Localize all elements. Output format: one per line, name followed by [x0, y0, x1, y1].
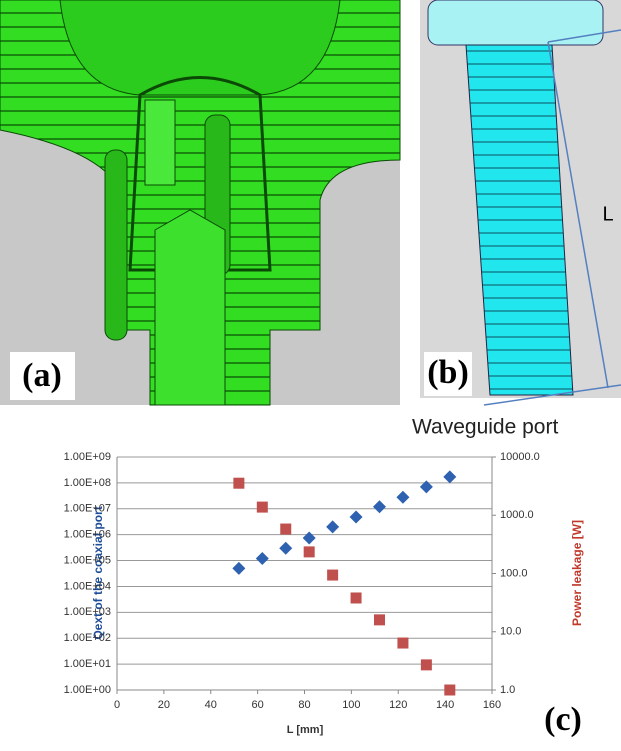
data-point	[233, 478, 244, 489]
y2-tick-label: 1000.0	[500, 509, 534, 521]
data-point	[397, 638, 408, 649]
x-tick-label: 20	[158, 699, 170, 711]
x-tick-label: 120	[389, 699, 407, 711]
x-tick-label: 40	[205, 699, 217, 711]
data-point	[279, 542, 292, 555]
panel-label: (b)	[427, 354, 469, 391]
y2-tick-label: 100.0	[500, 567, 528, 579]
x-tick-label: 0	[114, 699, 120, 711]
data-point	[351, 592, 362, 603]
x-tick-label: 100	[342, 699, 360, 711]
data-point	[396, 491, 409, 504]
y2-tick-label: 10.0	[500, 626, 521, 638]
panel-label: (a)	[22, 357, 62, 394]
y-tick-label: 1.00E+06	[64, 529, 111, 541]
y2-axis-label: Power leakage [W]	[570, 520, 584, 626]
data-point	[280, 524, 291, 535]
data-point	[326, 520, 339, 533]
y-tick-label: 1.00E+09	[64, 451, 111, 463]
data-point	[350, 511, 363, 524]
y-tick-label: 1.00E+02	[64, 632, 111, 644]
data-point	[420, 480, 433, 493]
y-tick-label: 1.00E+08	[64, 477, 111, 489]
y-tick-label: 1.00E+01	[64, 658, 111, 670]
y-tick-label: 1.00E+07	[64, 503, 111, 515]
data-point	[303, 532, 316, 545]
data-point	[421, 659, 432, 670]
length-label: L	[602, 203, 613, 225]
x-tick-label: 160	[483, 699, 501, 711]
y-tick-label: 1.00E+00	[64, 684, 111, 696]
port-label: Waveguide port	[412, 416, 558, 439]
y-tick-label: 1.00E+04	[64, 580, 111, 592]
x-tick-label: 140	[436, 699, 454, 711]
data-point	[373, 500, 386, 513]
y2-tick-label: 10000.0	[500, 451, 540, 463]
data-point	[256, 552, 269, 565]
figure: (a) (b) L Waveguide port (c) L [mm] Qext…	[0, 0, 621, 746]
y2-tick-label: 1.0	[500, 684, 515, 696]
data-point	[374, 614, 385, 625]
data-point	[443, 470, 456, 483]
panel-b-image: (b) L	[420, 0, 621, 405]
data-point	[257, 502, 268, 513]
x-tick-label: 60	[252, 699, 264, 711]
panel-a-image: (a)	[0, 0, 400, 405]
data-point	[304, 546, 315, 557]
data-point	[232, 562, 245, 575]
x-tick-label: 80	[298, 699, 310, 711]
y-tick-label: 1.00E+05	[64, 554, 111, 566]
x-axis-label: L [mm]	[287, 724, 324, 736]
y-tick-label: 1.00E+03	[64, 606, 111, 618]
y-axis-label: Qext of the coaxial port	[91, 506, 105, 639]
panel-label: (c)	[544, 701, 582, 738]
data-point	[327, 570, 338, 581]
data-point	[444, 685, 455, 696]
